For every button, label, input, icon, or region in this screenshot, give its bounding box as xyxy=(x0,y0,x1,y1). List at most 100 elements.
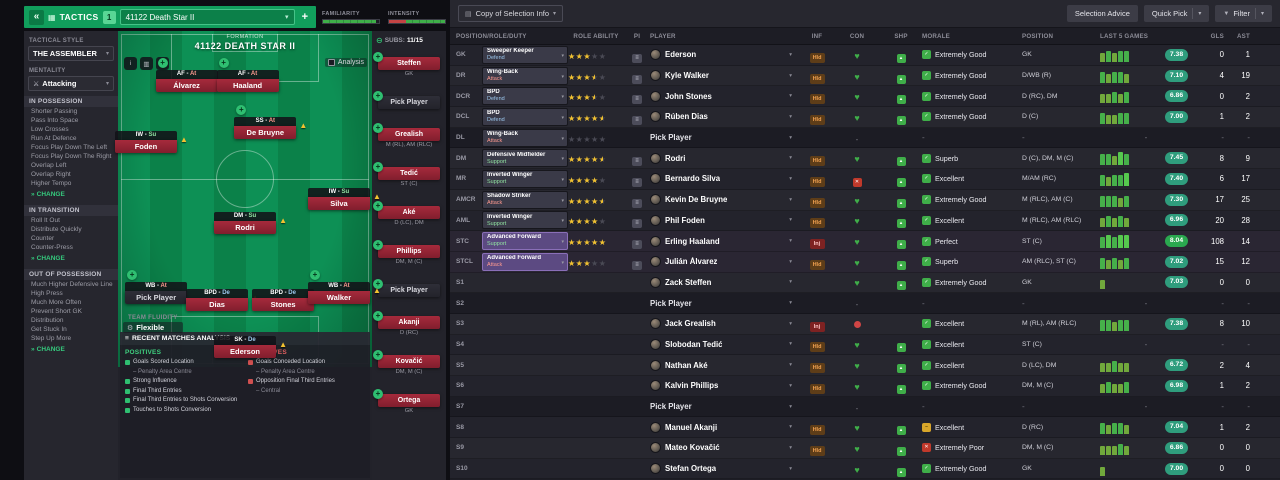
stats-icon[interactable]: ▥ xyxy=(140,57,153,70)
player-cell[interactable]: Pick Player ▾ xyxy=(650,133,800,142)
player-role-label[interactable]: BPD - De xyxy=(252,288,315,298)
add-suggestion-icon[interactable]: + xyxy=(373,240,383,250)
player-cell[interactable]: Kalvin Phillips ▾ xyxy=(650,380,800,392)
squad-row[interactable]: S7 Pick Player ▾ - - - - - - xyxy=(450,396,1280,418)
sub-player-name[interactable]: Phillips xyxy=(378,245,440,258)
role-duty-select[interactable]: Wing-Back Attack ▾ xyxy=(482,128,568,147)
add-suggestion-icon[interactable]: + xyxy=(373,311,383,321)
player-cell[interactable]: Zack Steffen ▾ xyxy=(650,276,800,288)
info-icon[interactable]: i xyxy=(124,57,137,70)
quick-pick-button[interactable]: Quick Pick ▾ xyxy=(1143,5,1210,22)
sub-pick-player[interactable]: + Pick Player xyxy=(373,279,440,297)
add-suggestion-icon[interactable]: + xyxy=(373,389,383,399)
sub-player-name[interactable]: Pick Player xyxy=(378,284,440,297)
player-cell[interactable]: Manuel Akanji ▾ xyxy=(650,421,800,433)
add-suggestion-icon[interactable]: + xyxy=(373,52,383,62)
add-tactic-button[interactable]: + xyxy=(301,11,308,23)
pitch-player-haaland[interactable]: + AF - At Haaland xyxy=(216,58,279,93)
player-cell[interactable]: Rodri ▾ xyxy=(650,152,800,164)
player-cell[interactable]: Erling Haaland ▾ xyxy=(650,235,800,247)
col-last5[interactable]: LAST 5 GAMES xyxy=(1100,32,1149,40)
squad-row[interactable]: S3 Jack Grealish ▾ Inj ✓ Excellent M (RL), AM … xyxy=(450,313,1280,335)
sub-player[interactable]: + Steffen GK xyxy=(373,52,440,77)
player-role-label[interactable]: IW - Su xyxy=(114,130,177,140)
role-duty-select[interactable]: Inverted Winger Support ▾ xyxy=(482,211,568,230)
pitch-player-álvarez[interactable]: + AF - At Álvarez xyxy=(155,58,218,93)
sub-player[interactable]: + Tedić ST (C) xyxy=(373,162,440,187)
squad-row[interactable]: S8 Manuel Akanji ▾ Hld ♥ ▴ – Excellent D (RC) 7.0… xyxy=(450,417,1280,439)
squad-row[interactable]: DM Defensive MidfielderSupport▾★★★★★★★★★★… xyxy=(450,148,1280,170)
sub-player[interactable]: + Akanji D (RC) xyxy=(373,311,440,336)
player-cell[interactable]: Nathan Aké ▾ xyxy=(650,359,800,371)
collapse-icon[interactable]: ⊖ xyxy=(376,36,383,45)
player-instructions-icon[interactable]: ≡ xyxy=(632,95,642,105)
player-instructions-icon[interactable]: ≡ xyxy=(632,198,642,208)
add-suggestion-icon[interactable]: + xyxy=(236,105,247,116)
filter-button[interactable]: ▼ Filter ▾ xyxy=(1215,5,1272,22)
player-cell[interactable]: Mateo Kovačić ▾ xyxy=(650,442,800,454)
sub-player-name[interactable]: Kovačić xyxy=(378,355,440,368)
squad-row[interactable]: S6 Kalvin Phillips ▾ Hld ♥ ▴ ✓ Extremely Good DM… xyxy=(450,376,1280,397)
col-player[interactable]: PLAYER xyxy=(650,32,676,40)
tactic-name-select[interactable]: 41122 Death Star II ▾ xyxy=(119,9,295,25)
squad-row[interactable]: S4 Slobodan Tedić ▾ Hld ♥ ▴ ✓ Excellent ST (C) - -… xyxy=(450,334,1280,356)
player-name[interactable]: Foden xyxy=(114,139,177,153)
squad-row[interactable]: S5 Nathan Aké ▾ Hld ♥ ▴ ✓ Excellent D (LC), DM 6.… xyxy=(450,355,1280,376)
player-name[interactable]: Álvarez xyxy=(155,79,218,93)
role-duty-select[interactable]: Advanced Forward Support ▾ xyxy=(482,232,568,251)
add-suggestion-icon[interactable]: + xyxy=(309,270,320,281)
player-name[interactable]: De Bruyne xyxy=(234,126,297,140)
role-duty-select[interactable]: BPD Defend ▾ xyxy=(482,107,568,126)
sub-pick-player[interactable]: + Pick Player xyxy=(373,91,440,109)
pitch-player-de-bruyne[interactable]: + ▲ SS - At De Bruyne xyxy=(234,105,307,140)
pitch-player-silva[interactable]: ▲ IW - Su Silva xyxy=(307,188,381,210)
col-morale[interactable]: MORALE xyxy=(922,32,951,40)
player-cell[interactable]: Kevin De Bruyne ▾ xyxy=(650,194,800,206)
player-instructions-icon[interactable]: ≡ xyxy=(632,177,642,187)
player-role-label[interactable]: DM - Su xyxy=(214,211,276,221)
add-suggestion-icon[interactable]: + xyxy=(373,162,383,172)
player-name[interactable]: Ederson xyxy=(214,344,276,358)
squad-row[interactable]: S2 Pick Player ▾ - - - - - - xyxy=(450,293,1280,314)
player-role-label[interactable]: AF - At xyxy=(155,70,218,80)
player-role-label[interactable]: WB - At xyxy=(125,282,188,292)
player-name[interactable]: Stones xyxy=(252,297,315,311)
sub-player[interactable]: + Ortega GK xyxy=(373,389,440,414)
col-inf[interactable]: INF xyxy=(811,32,823,40)
col-pi[interactable]: PI xyxy=(633,32,641,40)
sub-player[interactable]: + Kovačić DM, M (C) xyxy=(373,350,440,375)
tactic-number-badge[interactable]: 1 xyxy=(102,10,116,24)
sub-player-name[interactable]: Ortega xyxy=(378,394,440,407)
player-instructions-icon[interactable]: ≡ xyxy=(632,240,642,250)
player-cell[interactable]: Jack Grealish ▾ xyxy=(650,318,800,330)
player-role-label[interactable]: SK - De xyxy=(214,335,276,345)
col-ast[interactable]: AST xyxy=(1237,32,1250,40)
col-position[interactable]: POSITION xyxy=(1022,32,1054,40)
player-instructions-icon[interactable]: ≡ xyxy=(632,74,642,84)
col-gls[interactable]: GLS xyxy=(1210,32,1224,40)
role-duty-select[interactable]: Advanced Forward Attack ▾ xyxy=(482,252,568,271)
copy-selection-info-dropdown[interactable]: ▤ Copy of Selection Info ▾ xyxy=(458,5,564,22)
role-duty-select[interactable]: BPD Defend ▾ xyxy=(482,87,568,106)
role-duty-select[interactable]: Shadow Striker Attack ▾ xyxy=(482,190,568,209)
player-role-label[interactable]: BPD - De xyxy=(186,288,249,298)
change-button[interactable]: » CHANGE xyxy=(31,191,65,198)
col-shp[interactable]: SHP xyxy=(894,32,908,40)
pitch-player-walker[interactable]: + ▲ WB - At Walker xyxy=(307,270,381,305)
player-cell[interactable]: Pick Player ▾ xyxy=(650,402,800,411)
player-role-label[interactable]: WB - At xyxy=(307,282,370,292)
change-button[interactable]: » CHANGE xyxy=(31,255,65,262)
role-duty-select[interactable]: Defensive Midfielder Support ▾ xyxy=(482,149,568,168)
player-cell[interactable]: Julián Álvarez ▾ xyxy=(650,256,800,268)
sub-player[interactable]: + Grealish M (RL), AM (RLC) xyxy=(373,123,440,148)
player-name[interactable]: Dias xyxy=(186,297,249,311)
col-role-ability[interactable]: ROLE ABILITY xyxy=(573,32,619,40)
role-duty-select[interactable]: Wing-Back Attack ▾ xyxy=(482,66,568,85)
